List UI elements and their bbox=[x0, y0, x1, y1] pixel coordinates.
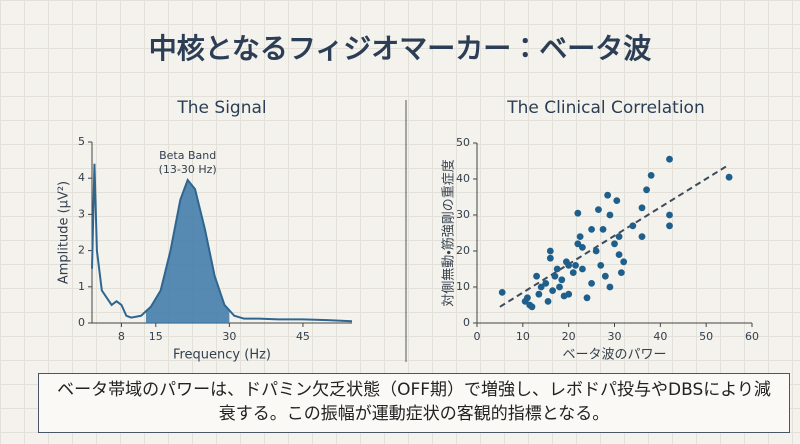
y-axis-label: 対側無動・筋強剛の重症度 bbox=[441, 159, 457, 306]
x-axis-label: Frequency (Hz) bbox=[173, 348, 271, 363]
scatter-point bbox=[574, 240, 582, 248]
scatter-point bbox=[638, 233, 646, 241]
scatter-point bbox=[604, 191, 612, 199]
caption: ベータ帯域のパワーは、ドパミン欠乏状態（OFF期）で増強し、レボドパ投与やDBS… bbox=[38, 373, 790, 433]
x-tick-label: 0 bbox=[474, 330, 481, 343]
x-axis-label: ベータ波のパワー bbox=[562, 348, 666, 363]
scatter-point bbox=[595, 206, 602, 214]
scatter-point bbox=[537, 283, 545, 291]
scatter-point bbox=[535, 290, 543, 298]
scatter-point bbox=[643, 186, 650, 194]
scatter-point bbox=[647, 172, 655, 179]
trendline bbox=[499, 163, 730, 308]
y-tick-label: 2 bbox=[78, 244, 85, 257]
scatter-point bbox=[569, 269, 577, 276]
chart-title: The Clinical Correlation bbox=[506, 98, 704, 118]
y-tick-label: 0 bbox=[78, 316, 85, 329]
scatter-point bbox=[666, 211, 673, 219]
scatter-point bbox=[588, 226, 595, 233]
scatter-point bbox=[617, 269, 625, 276]
scatter-point bbox=[666, 222, 673, 230]
x-tick-label: 40 bbox=[653, 330, 667, 343]
y-tick-label: 50 bbox=[456, 136, 470, 149]
y-tick-label: 20 bbox=[456, 244, 470, 257]
y-tick-label: 0 bbox=[463, 316, 470, 329]
scatter-point bbox=[549, 287, 557, 294]
scatter-point bbox=[565, 290, 573, 298]
scatter-point bbox=[606, 211, 614, 219]
spectrum-line bbox=[91, 163, 353, 323]
scatter-point bbox=[498, 289, 506, 296]
scatter-point bbox=[588, 280, 595, 287]
scatter-point bbox=[629, 222, 637, 230]
scatter-point bbox=[533, 272, 540, 280]
x-tick-label: 8 bbox=[118, 330, 125, 343]
scatter-point bbox=[558, 276, 566, 284]
x-tick-label: 10 bbox=[516, 330, 530, 343]
y-tick-label: 5 bbox=[78, 135, 85, 148]
scatter-point bbox=[553, 265, 561, 273]
x-tick-label: 15 bbox=[149, 330, 163, 343]
scatter-point bbox=[528, 303, 536, 311]
scatter-point bbox=[615, 233, 623, 241]
scatter-point bbox=[579, 265, 586, 273]
scatter-point bbox=[583, 294, 591, 302]
scatter-point bbox=[579, 244, 586, 251]
x-tick-label: 30 bbox=[608, 330, 622, 343]
scatter-point bbox=[551, 272, 559, 280]
x-tick-label: 30 bbox=[222, 330, 236, 343]
x-tick-label: 45 bbox=[296, 330, 310, 343]
scatter-point bbox=[574, 209, 582, 217]
y-tick-label: 4 bbox=[78, 171, 85, 184]
scatter-point bbox=[565, 262, 573, 269]
scatter-point bbox=[542, 280, 550, 287]
y-tick-label: 3 bbox=[78, 207, 85, 220]
y-axis-label: Amplitude (μV²) bbox=[57, 181, 72, 284]
scatter-point bbox=[576, 233, 584, 241]
scatter-point bbox=[599, 226, 607, 233]
scatter-point bbox=[556, 283, 563, 291]
scatter-point bbox=[601, 272, 609, 280]
scatter-point bbox=[613, 197, 621, 205]
y-tick-label: 30 bbox=[456, 208, 470, 221]
scatter-point bbox=[606, 283, 614, 291]
x-tick-label: 20 bbox=[562, 330, 576, 343]
slide-title: 中核となるフィジオマーカー：ベータ波 bbox=[149, 32, 653, 65]
annotation: Beta Band bbox=[159, 149, 216, 162]
scatter-point bbox=[546, 254, 554, 262]
scatter-point bbox=[615, 251, 623, 258]
beta-band bbox=[145, 180, 230, 323]
scatter-point bbox=[666, 155, 673, 163]
scatter-point bbox=[638, 204, 646, 212]
y-tick-label: 40 bbox=[456, 172, 470, 185]
chart-title: The Signal bbox=[176, 98, 266, 118]
y-tick-label: 10 bbox=[456, 280, 470, 293]
scatter-point bbox=[544, 298, 552, 305]
x-tick-label: 50 bbox=[699, 330, 713, 343]
scatter-point bbox=[725, 173, 733, 181]
scatter-point bbox=[620, 258, 628, 266]
scatter-point bbox=[524, 294, 531, 302]
y-tick-label: 1 bbox=[78, 280, 85, 293]
scatter-point bbox=[546, 247, 554, 255]
scatter-point bbox=[597, 262, 605, 269]
scatter-point bbox=[572, 262, 579, 269]
x-tick-label: 60 bbox=[745, 330, 759, 343]
scatter-point bbox=[592, 247, 600, 255]
scatter-point bbox=[611, 240, 618, 248]
annotation: (13-30 Hz) bbox=[159, 163, 217, 176]
